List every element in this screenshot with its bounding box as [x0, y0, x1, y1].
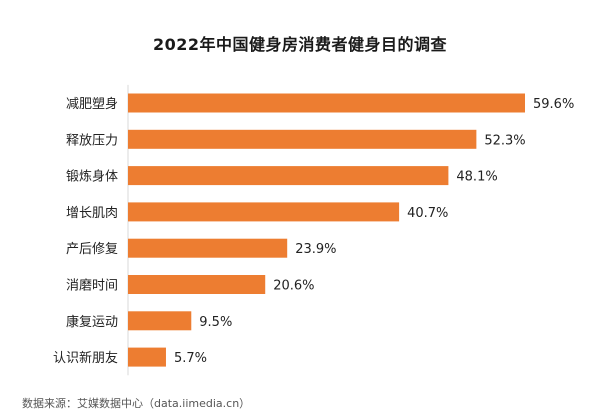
source-note: 数据来源：艾媒数据中心（data.iimedia.cn） — [22, 397, 251, 410]
category-label: 产后修复 — [66, 242, 118, 257]
value-label: 59.6% — [533, 97, 574, 112]
chart-title: 2022年中国健身房消费者健身目的调查 — [152, 35, 448, 54]
category-label: 消磨时间 — [66, 279, 118, 294]
value-label: 40.7% — [407, 206, 448, 221]
bar — [128, 275, 266, 294]
bar — [128, 93, 525, 113]
bar — [128, 238, 288, 258]
value-label: 48.1% — [456, 170, 497, 185]
value-label: 5.7% — [174, 351, 207, 366]
category-label: 锻炼身体 — [66, 169, 118, 185]
bar — [128, 311, 192, 331]
bar — [128, 129, 477, 149]
bar — [128, 166, 449, 186]
bar — [128, 202, 400, 222]
category-label: 认识新朋友 — [53, 350, 118, 366]
value-label: 23.9% — [295, 242, 336, 257]
category-label: 康复运动 — [66, 314, 118, 330]
category-label: 释放压力 — [66, 133, 118, 148]
value-label: 52.3% — [484, 133, 525, 148]
value-label: 20.6% — [273, 279, 314, 294]
category-label: 增长肌肉 — [66, 206, 118, 221]
value-label: 9.5% — [199, 315, 232, 330]
category-label: 减肥塑身 — [66, 96, 118, 112]
bar — [128, 347, 166, 367]
